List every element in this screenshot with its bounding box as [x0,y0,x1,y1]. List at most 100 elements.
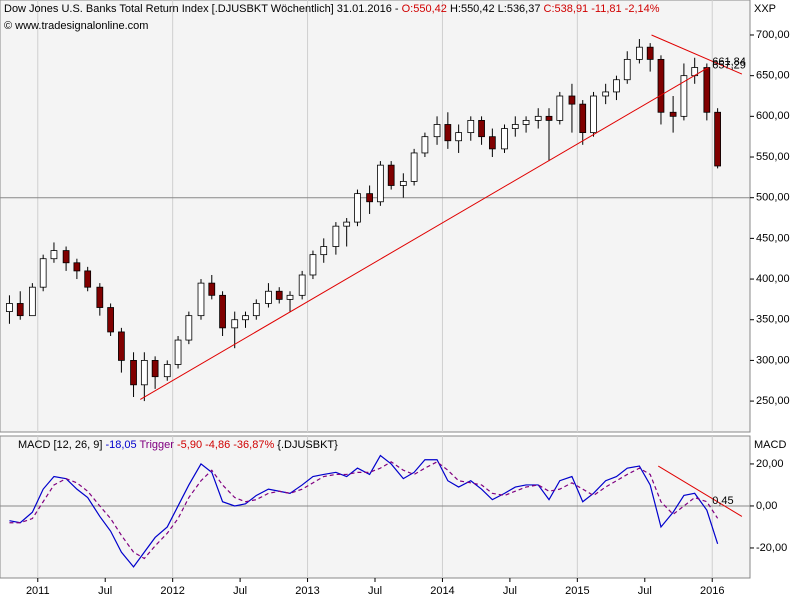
trendline-value: 657,29 [712,60,746,72]
candle-body [107,307,114,333]
candle-body [399,181,407,186]
candle-body [332,225,340,247]
macd-line [9,454,719,568]
header-part: O:550,42 [402,3,447,15]
y-tick-label: 350,00 [756,314,790,326]
y-tick-label: 0,00 [756,500,777,512]
y-tick-label: 500,00 [756,192,790,204]
candle-body [669,111,677,117]
candle-body [354,193,361,223]
candle-body [219,294,226,329]
candle-body [140,360,148,386]
y-tick-label: 600,00 [756,110,790,122]
candle-body [343,221,351,227]
macd-line [9,461,719,560]
candle-body [433,124,441,138]
x-tick-label: 2016 [700,585,724,597]
candle-body [96,286,104,308]
x-tick-label: Jul [98,585,112,597]
y-tick-label: 650,00 [756,70,790,82]
candle-body [265,290,272,304]
candle-body [714,111,721,167]
candle-body [377,164,384,203]
candle-body [421,136,429,154]
candle-body [29,286,36,317]
x-tick-label: Jul [503,585,517,597]
candle-body [62,250,70,264]
candle-body [511,124,519,129]
candle-body [130,360,137,386]
x-tick-label: Jul [638,585,652,597]
candle-body [579,103,587,134]
subtitle: © www.tradesignalonline.com [4,20,148,32]
panel-header: MACD [12, 26, 9] -18,05 Trigger -5,90 -4… [18,439,338,451]
candle-body [410,152,418,182]
header-part: {.DJUSBKT} [277,439,338,451]
header-part: -18,05 [105,439,139,451]
candle-body [50,250,58,260]
candle-body [16,303,24,317]
trendline [658,465,743,517]
y-tick-label: 300,00 [756,354,790,366]
candle-body [568,95,576,105]
x-tick-label: 2013 [295,585,319,597]
candle-body [84,270,92,288]
candle-body [703,67,711,113]
y-tick-label: 700,00 [756,29,790,41]
candle-body [467,120,475,134]
y-tick-label: -20,00 [756,542,787,554]
candle-body [623,58,631,81]
candle-body [646,46,654,60]
x-tick-label: 2012 [160,585,184,597]
candle-body [118,331,125,361]
candle-body [387,164,395,186]
candle-body [6,303,13,312]
candle-body [534,115,542,121]
candle-body [455,132,463,142]
y-tick-label: 550,00 [756,151,790,163]
trendline-value: 0,45 [712,495,733,507]
candle-body [208,282,216,296]
header-part: H:550,42 L:536,37 [447,3,544,15]
candle-body [185,315,193,341]
candle-body [286,294,294,300]
candle-body [73,262,81,272]
candle-body [163,364,171,378]
candle-body [478,120,485,138]
candle-body [657,58,665,113]
candle-body [309,254,317,276]
x-tick-label: Jul [368,585,382,597]
candle-body [151,360,159,378]
candle-body [522,120,530,125]
candle-body [298,274,306,296]
candle-body [501,128,508,150]
candle-body [275,290,283,300]
candle-body [545,115,553,121]
candle-body [231,319,239,329]
axis-label: MACD [754,439,786,451]
candle-body [242,315,249,321]
y-tick-label: 250,00 [756,395,790,407]
y-tick-label: 400,00 [756,273,790,285]
x-tick-label: 2011 [26,585,50,597]
candle-body [590,95,597,134]
candle-body [613,79,620,93]
candle-body [366,193,373,203]
candle-body [197,282,205,317]
candle-body [174,339,182,365]
header-part: C:538,91 -11,81 -2,14% [544,3,660,15]
price-panel [0,0,751,433]
y-tick-label: 20,00 [756,458,784,470]
candle-body [602,91,610,97]
axis-label: XXP [754,3,776,15]
header-part: Dow Jones U.S. Banks Total Return Index … [4,3,402,15]
candle-body [39,258,47,288]
candle-body [556,95,564,121]
x-tick-label: Jul [233,585,247,597]
candle-body [636,46,643,60]
trendline [651,34,743,75]
candle-body [320,246,328,256]
header-part: Trigger [140,439,178,451]
header-part: MACD [12, 26, 9] [18,439,105,451]
